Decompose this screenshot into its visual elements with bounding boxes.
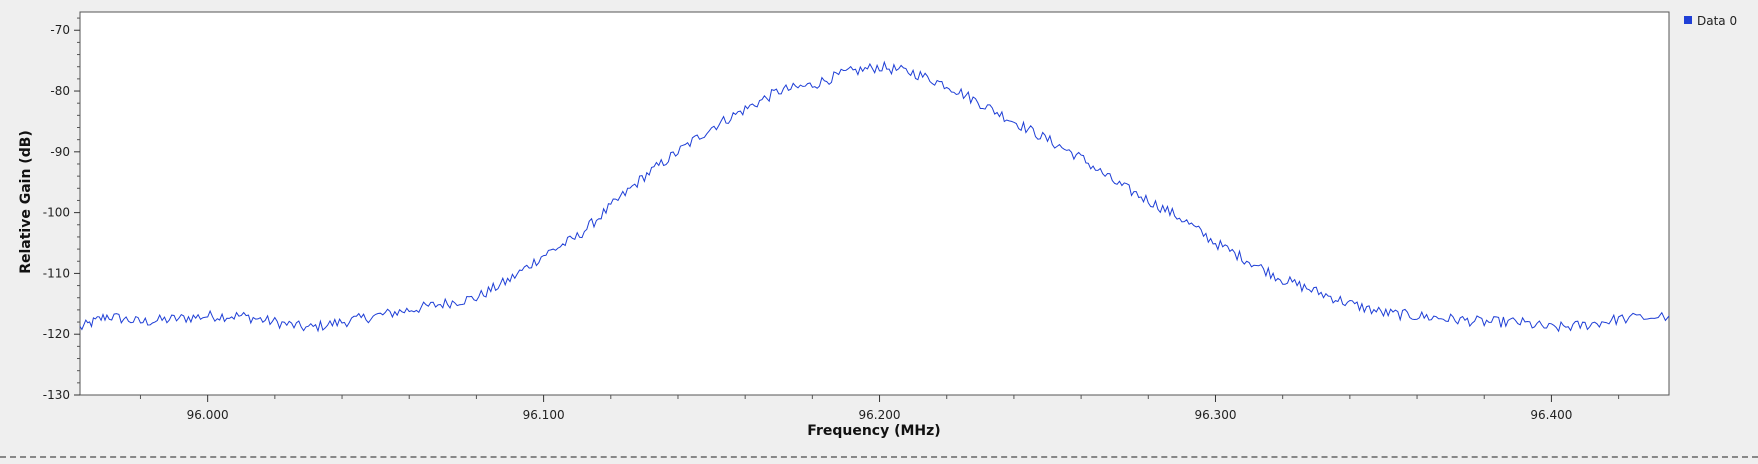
series-layer [79,60,1670,333]
y-tick-label: -80 [50,84,70,98]
y-tick-label: -90 [50,145,70,159]
x-tick-label: 96.000 [187,408,229,422]
plot-area [79,11,1670,396]
x-tick-label: 96.200 [859,408,901,422]
legend-swatch [1684,16,1692,24]
y-axis-title: Relative Gain (dB) [18,130,34,274]
x-tick-label: 96.300 [1194,408,1236,422]
y-tick-label: -70 [50,23,70,37]
x-axis: 96.000 96.100 96.200 96.300 96.400 [139,395,1620,422]
y-tick-label: -120 [43,327,70,341]
legend-label: Data 0 [1697,14,1737,28]
y-axis: -70 -80 -90 -100 -110 -120 -130 [43,17,80,402]
y-tick-label: -100 [43,206,70,220]
legend: Data 0 [1684,14,1737,28]
x-tick-label: 96.400 [1530,408,1572,422]
x-axis-title: Frequency (MHz) [807,423,940,439]
y-tick-label: -130 [43,388,70,402]
y-tick-label: -110 [43,266,70,280]
bottom-divider [0,456,1758,458]
x-tick-label: 96.100 [523,408,565,422]
series-line-0 [79,60,1670,333]
